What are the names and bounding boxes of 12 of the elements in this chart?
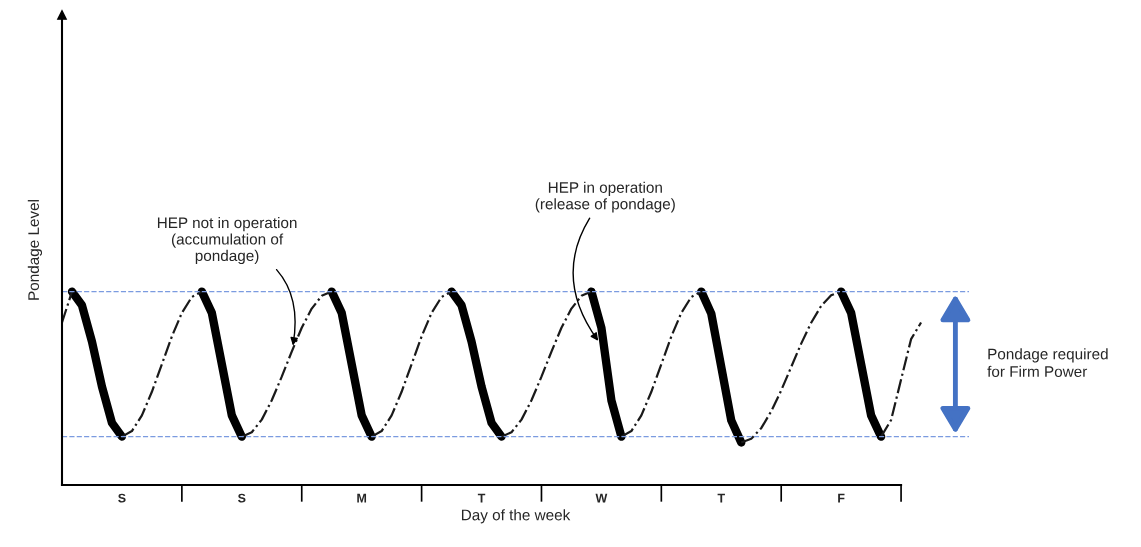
x-tick-label: T (717, 493, 725, 503)
x-tick-label: S (237, 493, 246, 503)
x-tick-label: F (838, 493, 845, 503)
text: HEP in operation (release of pondage) (535, 181, 675, 213)
text: HEP not in operation (accumulation of pondage) (157, 216, 297, 265)
y-axis-title: Pondage Level (27, 200, 43, 300)
x-tick-label: M (357, 493, 367, 503)
x-tick-label: S (118, 493, 126, 503)
x-tick-label: T (477, 493, 486, 503)
text: Pondage required for Firm Power (987, 348, 1108, 377)
x-tick-label: W (595, 493, 608, 503)
x-axis-title: Day of the week (461, 509, 571, 524)
